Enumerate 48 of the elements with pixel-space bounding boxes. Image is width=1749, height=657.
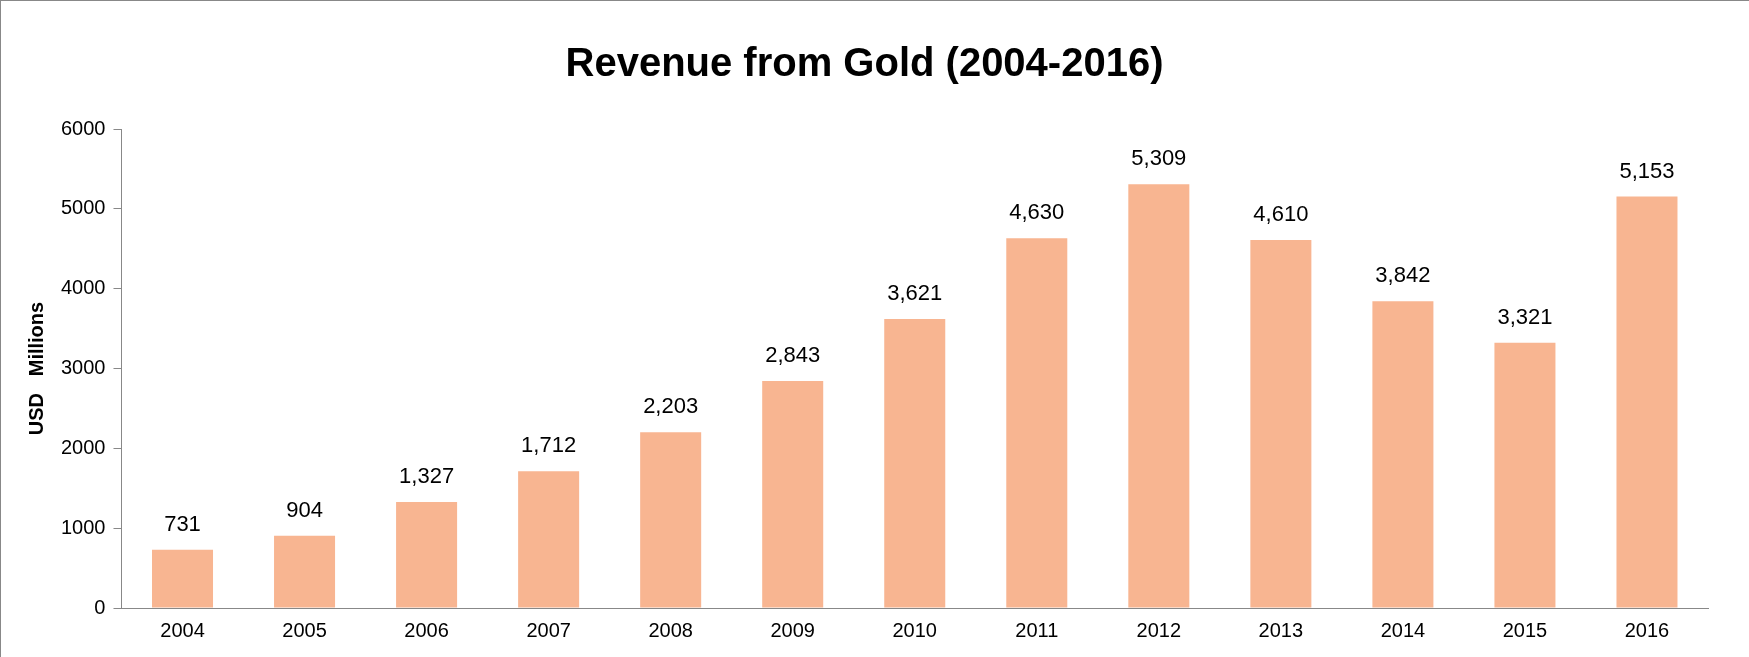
x-tick-label: 2012 — [1136, 618, 1182, 641]
bar — [396, 502, 458, 608]
y-tick-label: 1000 — [60, 515, 106, 538]
data-label: 5,309 — [1131, 145, 1187, 171]
data-label: 3,842 — [1375, 262, 1431, 288]
data-label: 2,843 — [765, 342, 821, 368]
data-label: 731 — [164, 510, 201, 536]
y-tick-label: 5000 — [60, 196, 106, 219]
x-tick-label: 2009 — [770, 618, 815, 641]
bar — [1128, 184, 1190, 608]
bar — [1250, 239, 1312, 608]
data-label: 4,630 — [1009, 199, 1065, 225]
data-label: 3,321 — [1497, 303, 1553, 329]
bar — [640, 432, 702, 608]
data-label: 1,712 — [521, 432, 577, 458]
bar — [884, 318, 946, 608]
data-label: 4,610 — [1253, 201, 1309, 227]
data-label: 3,621 — [887, 279, 943, 305]
bar — [152, 549, 214, 608]
data-label: 904 — [286, 496, 323, 522]
x-tick-label: 2008 — [648, 618, 693, 641]
x-tick-label: 2014 — [1380, 618, 1426, 641]
bar — [1616, 196, 1678, 608]
data-label: 5,153 — [1619, 157, 1675, 183]
x-tick-label: 2013 — [1258, 618, 1304, 641]
x-tick-label: 2010 — [892, 618, 937, 641]
bar — [1372, 301, 1434, 608]
data-label: 2,203 — [643, 393, 699, 419]
x-tick-label: 2015 — [1502, 618, 1548, 641]
y-tick-label: 6000 — [60, 116, 106, 139]
y-tick-label: 4000 — [60, 276, 106, 299]
x-tick-label: 2004 — [160, 618, 205, 641]
bar — [762, 381, 824, 608]
bar — [1494, 342, 1556, 608]
x-tick-label: 2011 — [1015, 618, 1059, 641]
bar — [1006, 238, 1068, 608]
data-label: 1,327 — [399, 463, 455, 489]
x-tick-label: 2007 — [526, 618, 571, 641]
bar — [274, 535, 336, 608]
y-tick-label: 0 — [94, 595, 106, 618]
y-tick-label: 2000 — [60, 435, 106, 458]
x-tick-label: 2016 — [1624, 618, 1670, 641]
y-axis-title: USD Millions — [24, 301, 47, 436]
y-tick-label: 3000 — [60, 356, 106, 379]
x-tick-label: 2005 — [282, 618, 327, 641]
chart-title: Revenue from Gold (2004-2016) — [565, 40, 1164, 85]
bar — [518, 471, 580, 608]
x-tick-label: 2006 — [404, 618, 449, 641]
